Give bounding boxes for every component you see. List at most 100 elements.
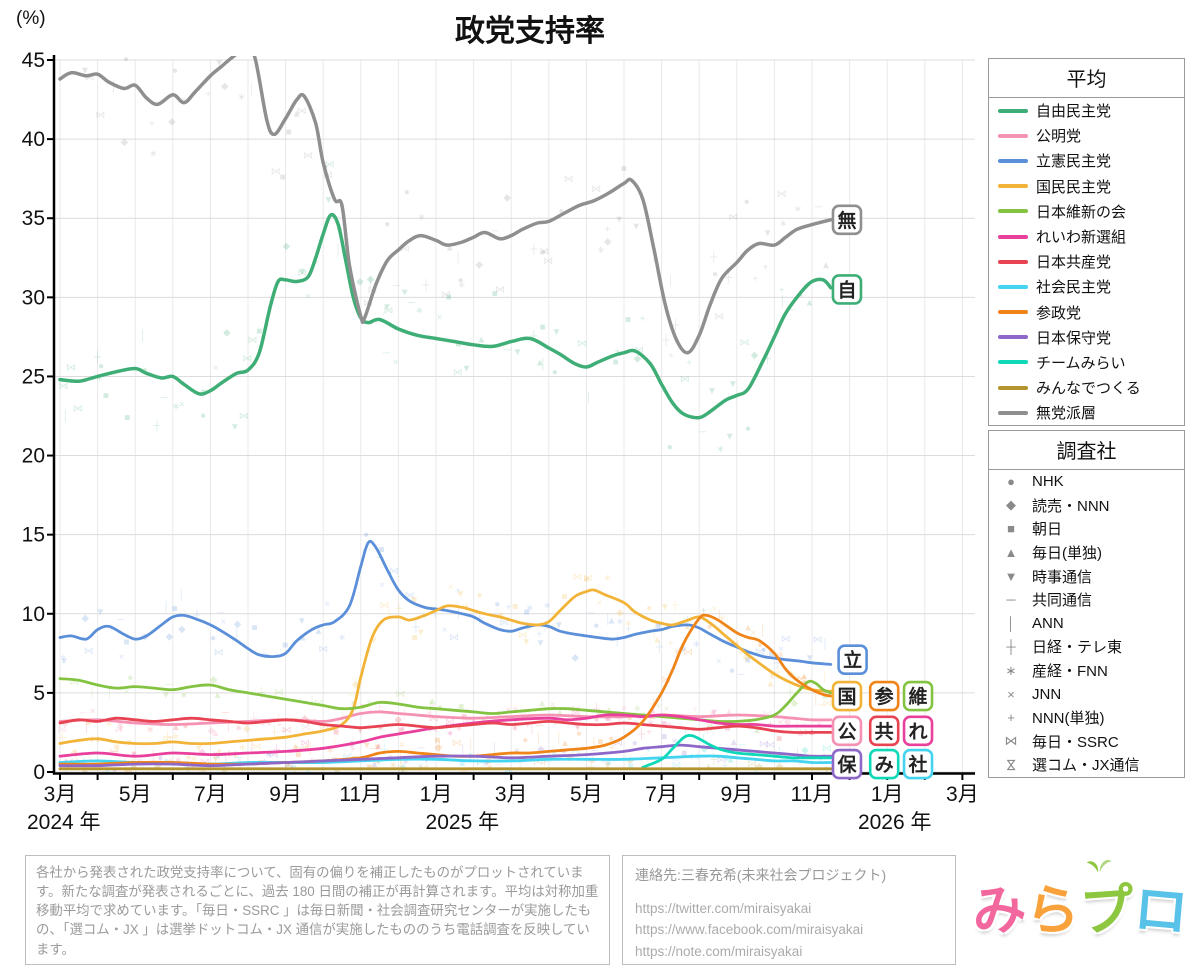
pollster-marker-icon: ▼ — [1004, 568, 1018, 584]
series-end-label: 無 — [831, 204, 863, 236]
svg-text:▼: ▼ — [614, 214, 624, 225]
svg-text:れ: れ — [909, 721, 928, 743]
svg-text:│: │ — [536, 731, 542, 745]
svg-text:┼: ┼ — [375, 700, 384, 714]
legend-pollsters: 調査社 ● NHK ◆ 読売・NNN ■ 朝日 ▲ 毎日(単独) ▼ 時事通信 ─ 共同通信 │ ANN ┼… — [988, 430, 1185, 778]
contact-link[interactable]: https://note.com/miraisyakai — [635, 943, 803, 959]
legend-color-swatch — [998, 209, 1028, 214]
svg-text:▼: ▼ — [213, 752, 223, 763]
svg-text:┼: ┼ — [655, 640, 664, 654]
svg-text:⋈: ⋈ — [765, 740, 775, 751]
svg-text:⋈: ⋈ — [577, 339, 587, 350]
svg-text:●: ● — [525, 623, 531, 634]
svg-text:共: 共 — [875, 721, 894, 743]
legend-item-label: 参政党 — [1036, 304, 1082, 322]
svg-text:▲: ▲ — [427, 696, 437, 707]
svg-text:│: │ — [368, 275, 374, 289]
svg-text:▲: ▲ — [555, 707, 565, 718]
svg-text:▲: ▲ — [469, 716, 479, 727]
svg-text:│: │ — [386, 609, 392, 623]
svg-text:●: ● — [458, 275, 464, 286]
svg-text:⋈: ⋈ — [252, 741, 262, 752]
series-line — [58, 212, 833, 420]
svg-text:+: + — [63, 768, 69, 779]
svg-text:─: ─ — [347, 690, 356, 701]
svg-text:●: ● — [744, 197, 750, 208]
svg-text:0: 0 — [33, 761, 45, 784]
pollster-marker-icon: ● — [1007, 474, 1015, 490]
svg-text:│: │ — [605, 612, 611, 626]
svg-text:⋈: ⋈ — [755, 646, 765, 657]
svg-text:⋈: ⋈ — [613, 738, 623, 749]
svg-text:⋈: ⋈ — [714, 311, 724, 322]
legend-pollsters-items: ● NHK ◆ 読売・NNN ■ 朝日 ▲ 毎日(単独) ▼ 時事通信 ─ 共同通信 │ ANN ┼ 日経・テ… — [989, 470, 1184, 777]
svg-text:▲: ▲ — [537, 698, 547, 709]
svg-text:▲: ▲ — [290, 768, 300, 779]
svg-text:◆: ◆ — [207, 726, 215, 737]
svg-text:⋈: ⋈ — [476, 758, 486, 769]
svg-text:⋈: ⋈ — [58, 381, 68, 392]
svg-text:◆: ◆ — [165, 631, 173, 642]
svg-text:⋈: ⋈ — [449, 632, 459, 643]
svg-text:⋈: ⋈ — [634, 345, 644, 356]
svg-text:◆: ◆ — [61, 718, 69, 729]
svg-text:+: + — [779, 285, 785, 296]
legend-item-label: 無党派層 — [1036, 405, 1097, 423]
svg-text:▲: ▲ — [373, 741, 383, 752]
svg-text:◆: ◆ — [81, 613, 89, 624]
svg-text:∗: ∗ — [402, 757, 410, 768]
svg-text:国: 国 — [837, 686, 856, 708]
svg-text:▼: ▼ — [161, 690, 171, 701]
svg-text:◆: ◆ — [367, 274, 375, 285]
pollster-marker-icon: │ — [1006, 615, 1016, 631]
svg-text:│: │ — [780, 295, 786, 309]
svg-text:30: 30 — [22, 286, 45, 309]
svg-text:▼: ▼ — [456, 589, 466, 600]
svg-text:▲: ▲ — [652, 634, 662, 645]
svg-text:●: ● — [627, 713, 633, 724]
svg-text:┼: ┼ — [717, 620, 726, 634]
pollster-label: JNN — [1032, 685, 1062, 703]
svg-text:●: ● — [123, 54, 129, 65]
svg-text:●: ● — [632, 738, 638, 749]
svg-text:∗: ∗ — [543, 600, 551, 611]
svg-text:■: ■ — [333, 727, 339, 738]
svg-text:■: ■ — [605, 714, 611, 725]
svg-text:∗: ∗ — [776, 650, 784, 661]
legend-item: ─ 共同通信 — [989, 588, 1184, 612]
svg-text:×: × — [782, 714, 788, 725]
svg-text:⋈: ⋈ — [303, 150, 313, 161]
svg-text:∗: ∗ — [647, 718, 655, 729]
svg-text:●: ● — [476, 590, 482, 601]
svg-text:│: │ — [178, 588, 184, 602]
svg-text:1月: 1月 — [871, 783, 904, 806]
svg-text:⋈: ⋈ — [680, 374, 690, 385]
svg-text:⋈: ⋈ — [342, 752, 352, 763]
svg-text:●: ● — [185, 752, 191, 763]
legend-color-swatch — [998, 108, 1028, 113]
svg-text:─: ─ — [586, 608, 595, 619]
svg-text:35: 35 — [22, 207, 45, 230]
svg-text:+: + — [656, 702, 662, 713]
svg-text:×: × — [750, 628, 756, 639]
svg-text:●: ● — [200, 411, 206, 422]
svg-text:│: │ — [89, 686, 95, 700]
svg-text:─: ─ — [78, 708, 87, 719]
svg-text:∗: ∗ — [215, 747, 223, 758]
svg-text:│: │ — [249, 83, 255, 97]
legend-item: 社会民主党 — [989, 274, 1184, 299]
mirapro-logo: みらプロ — [964, 852, 1196, 970]
contact-link[interactable]: https://www.facebook.com/miraisyakai — [635, 922, 864, 938]
svg-text:⋈: ⋈ — [513, 717, 523, 728]
svg-text:⋈: ⋈ — [135, 770, 145, 781]
svg-text:×: × — [400, 724, 406, 735]
svg-text:◆: ◆ — [221, 81, 229, 92]
svg-text:┼: ┼ — [272, 743, 281, 757]
contact-link[interactable]: https://twitter.com/miraisyakai — [635, 901, 812, 916]
svg-text:⋈: ⋈ — [583, 573, 593, 584]
pollster-marker-icon: ─ — [1006, 592, 1016, 608]
svg-text:│: │ — [540, 357, 546, 371]
svg-text:▼: ▼ — [355, 725, 365, 736]
svg-text:⋈: ⋈ — [672, 760, 682, 771]
svg-text:∗: ∗ — [633, 704, 641, 715]
